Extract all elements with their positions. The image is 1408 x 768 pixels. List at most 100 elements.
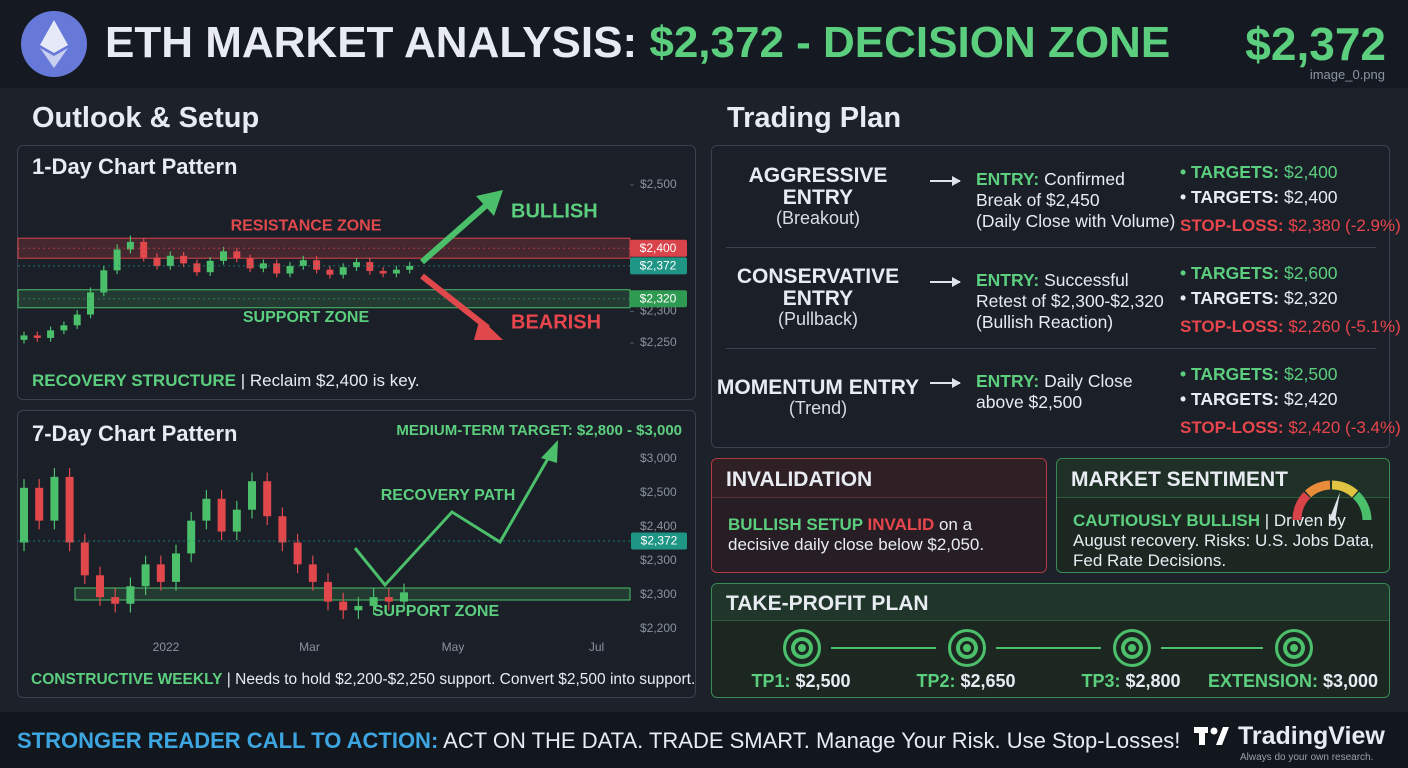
target-value: $2,400: [1284, 162, 1338, 182]
header-title: ETH MARKET ANALYSIS: $2,372 - DECISION Z…: [105, 18, 1170, 68]
footer-text: | Needs to hold $2,200-$2,250 support. C…: [222, 671, 696, 688]
tp-value: $2,800: [1120, 671, 1181, 691]
tp-label: TP2: $2,650: [876, 671, 1056, 692]
cta-text: ACT ON THE DATA. TRADE SMART. Manage You…: [438, 728, 1181, 753]
strategy-sub: (Breakout): [775, 208, 861, 228]
connector: [996, 647, 1101, 649]
panel-text: CAUTIOUSLY BULLISH | Driven by August re…: [1073, 511, 1383, 571]
target-value: $2,500: [1284, 364, 1338, 384]
strategy-sub: (Trend): [788, 398, 848, 418]
target-icon: [1275, 629, 1313, 667]
target-line: • TARGETS: $2,600: [1180, 263, 1338, 284]
tp-name: TP1:: [751, 671, 791, 691]
tp-name: EXTENSION:: [1207, 671, 1318, 691]
strategy-name: CONSERVATIVE: [736, 265, 900, 288]
entry-line: ENTRY: Successful: [976, 270, 1129, 291]
panel-header: [712, 584, 1389, 621]
row-separator: [726, 348, 1376, 349]
tp-label: EXTENSION: $3,000: [1203, 671, 1383, 692]
section-heading: Trading Plan: [727, 102, 902, 134]
footer-highlight: CONSTRUCTIVE WEEKLY: [31, 671, 223, 688]
target-icon: [948, 629, 986, 667]
week-panel: [17, 410, 696, 698]
arrow: [930, 281, 960, 283]
stop-label: STOP-LOSS:: [1180, 418, 1284, 437]
text-highlight: CAUTIOUSLY BULLISH: [1073, 511, 1261, 530]
invalidation-panel: INVALIDATION BULLISH SETUP INVALID on a …: [711, 458, 1047, 573]
target-value: $2,600: [1284, 263, 1338, 283]
stop-label: STOP-LOSS:: [1180, 216, 1284, 235]
entry-label: ENTRY:: [976, 270, 1040, 290]
header: [0, 0, 1408, 88]
target-icon: [783, 629, 821, 667]
brand-note: Always do your own research.: [1240, 752, 1374, 763]
arrow-head: [952, 378, 961, 388]
entry-line: (Bullish Reaction): [976, 312, 1114, 332]
text-setup: BULLISH SETUP: [728, 515, 863, 534]
tp-label: TP3: $2,800: [1041, 671, 1221, 692]
entry-label: ENTRY:: [976, 169, 1040, 189]
target-label: • TARGETS:: [1180, 162, 1280, 182]
caption: image_0.png: [1309, 67, 1385, 82]
connector: [1161, 647, 1263, 649]
stop-line: STOP-LOSS: $2,380 (-2.9%): [1180, 216, 1401, 236]
target-label: • TARGETS:: [1180, 263, 1280, 283]
strategy-name: ENTRY: [782, 287, 854, 310]
entry-line: above $2,500: [976, 392, 1083, 412]
target-line: • TARGETS: $2,320: [1180, 288, 1338, 309]
target-label: • TARGETS:: [1180, 389, 1280, 409]
target-label: • TARGETS:: [1180, 364, 1280, 384]
panel-title: INVALIDATION: [726, 468, 873, 491]
tp-label: TP1: $2,500: [711, 671, 891, 692]
day-panel: [17, 145, 696, 400]
entry-text: Confirmed: [1044, 169, 1125, 189]
take-profit-panel: TAKE-PROFIT PLAN TP1: $2,500 TP2: $2,650 T…: [711, 583, 1390, 698]
arrow: [930, 382, 960, 384]
chart-title: 1-Day Chart Pattern: [32, 154, 238, 179]
brand: TradingView: [1238, 722, 1385, 750]
plan-panel: AGGRESSIVE ENTRY (Breakout) ENTRY: Confirme…: [711, 145, 1401, 448]
stop-value: $2,420 (-3.4%): [1288, 418, 1401, 437]
target-value: $2,400: [1284, 187, 1338, 207]
target-line: • TARGETS: $2,500: [1180, 364, 1338, 385]
entry-line: ENTRY: Daily Close: [976, 371, 1133, 392]
connector: [831, 647, 936, 649]
chart-footer: RECOVERY STRUCTURE | Reclaim $2,400 is k…: [32, 371, 420, 391]
tp-value: $2,650: [955, 671, 1016, 691]
title-highlight: $2,372 - DECISION ZONE: [649, 18, 1171, 67]
tp-value: $2,500: [790, 671, 851, 691]
footer-highlight: RECOVERY STRUCTURE: [32, 371, 237, 390]
target-value: $2,320: [1284, 288, 1338, 308]
strategy-name: ENTRY: [782, 186, 854, 209]
target-line: • TARGETS: $2,400: [1180, 187, 1338, 208]
sentiment-panel: MARKET SENTIMENT CAUTIOUSLY BULLISH | Dr…: [1056, 458, 1390, 573]
tp-name: TP2:: [916, 671, 956, 691]
stop-line: STOP-LOSS: $2,260 (-5.1%): [1180, 317, 1401, 337]
entry-line: (Daily Close with Volume): [976, 211, 1176, 231]
text-invalid: INVALID: [862, 515, 935, 534]
target-label: • TARGETS:: [1180, 288, 1280, 308]
strategy-name: MOMENTUM ENTRY: [716, 376, 920, 399]
tp-name: TP3:: [1081, 671, 1121, 691]
text-body: on a decisive daily close below $2,050.: [728, 515, 985, 554]
footer: [0, 712, 1408, 768]
target-icon: [1113, 629, 1151, 667]
row-separator: [726, 247, 1376, 248]
entry-line: ENTRY: Confirmed: [976, 169, 1125, 190]
stop-line: STOP-LOSS: $2,420 (-3.4%): [1180, 418, 1401, 438]
section-heading: Outlook & Setup: [32, 102, 260, 134]
entry-line: Retest of $2,300-$2,320: [976, 291, 1164, 311]
strategy-sub: (Pullback): [777, 309, 859, 329]
entry-line: Break of $2,450: [976, 190, 1100, 210]
strategy-name: AGGRESSIVE: [748, 164, 888, 187]
stop-value: $2,260 (-5.1%): [1288, 317, 1401, 336]
tp-value: $3,000: [1317, 671, 1379, 691]
entry-label: ENTRY:: [976, 371, 1040, 391]
cta: STRONGER READER CALL TO ACTION: ACT ON T…: [17, 728, 1180, 754]
arrow-head: [952, 277, 961, 287]
header-price: $2,372: [1245, 18, 1386, 70]
panel-title: TAKE-PROFIT PLAN: [726, 592, 929, 615]
target-line: • TARGETS: $2,400: [1180, 162, 1338, 183]
target-line: • TARGETS: $2,420: [1180, 389, 1338, 410]
